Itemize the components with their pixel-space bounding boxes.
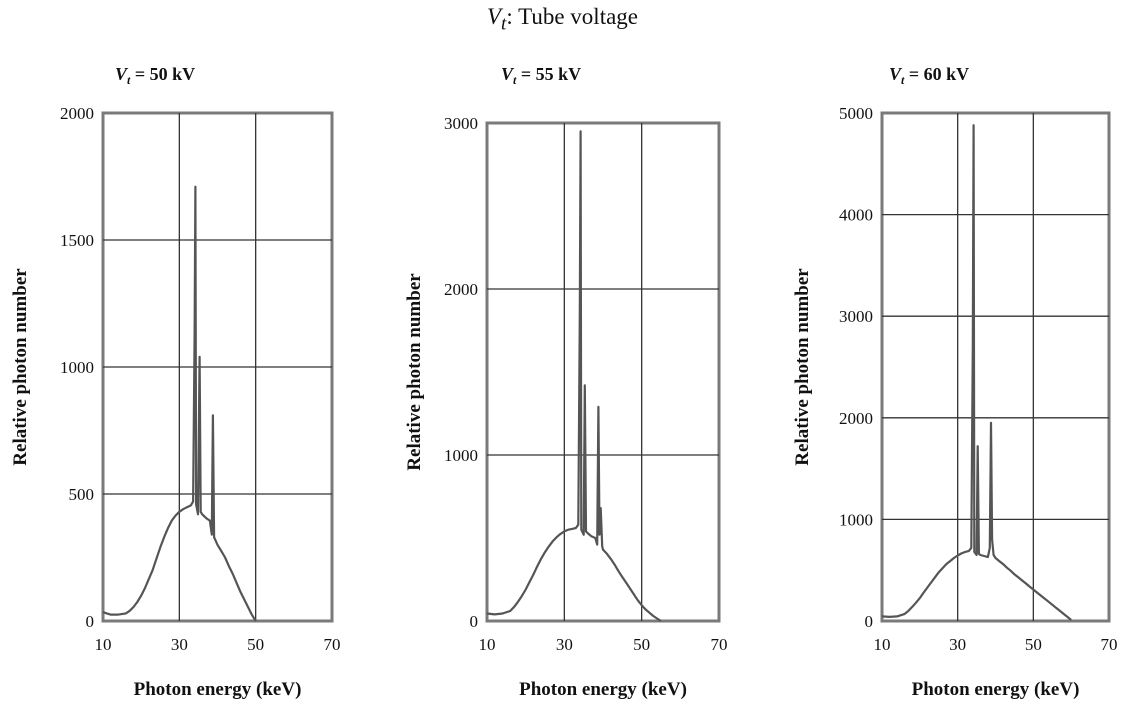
- plot-frame: [880, 111, 1111, 623]
- subtitle-subscript: t: [127, 73, 131, 87]
- x-tick-label: 10: [479, 635, 496, 654]
- subtitle-variable: V: [115, 64, 129, 84]
- y-tick-label: 1000: [60, 358, 94, 377]
- subtitle-value: = 50 kV: [130, 64, 195, 84]
- title-variable: V: [486, 4, 502, 29]
- y-tick-label: 0: [470, 612, 479, 631]
- x-tick-label: 30: [556, 635, 573, 654]
- x-tick-label: 10: [874, 635, 891, 654]
- x-tick-label: 50: [633, 635, 650, 654]
- y-tick-label: 0: [865, 612, 874, 631]
- panel-subtitle: Vt = 60 kV: [889, 64, 969, 87]
- y-tick-label: 2000: [839, 409, 873, 428]
- x-tick-label: 50: [247, 635, 264, 654]
- y-tick-label: 1000: [444, 446, 478, 465]
- x-axis-label: Photon energy (keV): [134, 679, 302, 700]
- x-tick-label: 70: [324, 635, 341, 654]
- x-tick-label: 30: [949, 635, 966, 654]
- x-tick-label: 50: [1025, 635, 1042, 654]
- y-axis-label: Relative photon number: [792, 268, 813, 466]
- title-text: : Tube voltage: [506, 4, 638, 29]
- y-tick-label: 2000: [444, 280, 478, 299]
- subtitle-subscript: t: [513, 73, 517, 87]
- x-tick-label: 10: [95, 635, 112, 654]
- figure-title: Vt: Tube voltage: [0, 4, 1125, 36]
- plot-frame: [485, 121, 721, 623]
- x-tick-label: 70: [711, 635, 728, 654]
- panel-subtitle: Vt = 55 kV: [501, 64, 581, 87]
- y-tick-label: 1500: [60, 231, 94, 250]
- chart-panel-2: 0 1000 2000 3000 10 30 50 70 Vt = 55 kV Photon en…: [404, 64, 728, 700]
- y-tick-label: 3000: [839, 307, 873, 326]
- y-tick-label: 0: [86, 612, 95, 631]
- chart-panel-3: 0 1000 2000 3000 4000 5000 10 30 50 70 Vt = 60 kV P…: [792, 64, 1118, 700]
- subtitle-value: = 55 kV: [516, 64, 581, 84]
- chart-panel-1: 0 500 1000 1500 2000 10 30 50 70 Vt = 50 kV Photon…: [10, 64, 341, 700]
- subtitle-variable: V: [501, 64, 515, 84]
- spectrum-line: [102, 185, 257, 622]
- y-tick-label: 3000: [444, 114, 478, 133]
- x-tick-label: 70: [1101, 635, 1118, 654]
- y-axis-label: Relative photon number: [10, 268, 31, 466]
- y-tick-label: 5000: [839, 104, 873, 123]
- y-tick-label: 1000: [839, 510, 873, 529]
- y-axis-label: Relative photon number: [404, 273, 425, 471]
- x-axis-label: Photon energy (keV): [912, 679, 1080, 700]
- subtitle-subscript: t: [901, 73, 905, 87]
- panel-subtitle: Vt = 50 kV: [115, 64, 195, 87]
- subtitle-value: = 60 kV: [904, 64, 969, 84]
- y-tick-label: 2000: [60, 104, 94, 123]
- x-tick-label: 30: [171, 635, 188, 654]
- y-tick-label: 500: [69, 485, 95, 504]
- title-subscript: t: [501, 13, 507, 35]
- spectrum-line: [881, 124, 1072, 621]
- x-axis-label: Photon energy (keV): [519, 679, 687, 700]
- y-tick-label: 4000: [839, 206, 873, 225]
- spectrum-line: [486, 130, 662, 622]
- subtitle-variable: V: [889, 64, 903, 84]
